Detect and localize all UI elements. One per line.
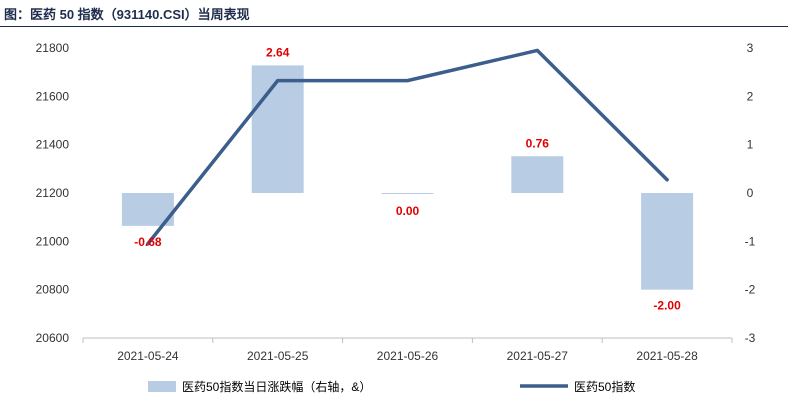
- right-axis-tick-label: -2: [745, 283, 756, 297]
- bar: [511, 156, 564, 193]
- x-axis-tick-label: 2021-05-24: [117, 349, 179, 363]
- x-axis-tick-label: 2021-05-28: [636, 349, 698, 363]
- right-axis-tick-label: 2: [747, 89, 754, 103]
- left-axis-tick-label: 21600: [36, 89, 70, 103]
- right-axis-tick-label: 0: [747, 186, 754, 200]
- x-axis-tick-label: 2021-05-25: [247, 349, 309, 363]
- legend-line-label: 医药50指数: [574, 379, 635, 394]
- right-axis-tick-label: 1: [747, 138, 754, 152]
- right-axis-tick-label: -3: [745, 331, 756, 345]
- line-series: [146, 48, 669, 246]
- legend-bar-swatch: [148, 381, 176, 392]
- axes: 21800 21600 21400 21200 21000 20800 20600 3 2 1 0 -…: [36, 41, 756, 363]
- line-point: [277, 80, 279, 82]
- line-point: [147, 243, 149, 245]
- bar-value-label: -0.68: [134, 235, 162, 249]
- bar-series: [121, 65, 694, 290]
- right-axis-tick-label: -1: [745, 234, 756, 248]
- bar-value-label: -2.00: [653, 299, 681, 313]
- bar-value-label: 0.00: [396, 204, 420, 218]
- legend: 医药50指数当日涨跌幅（右轴，&） 医药50指数: [148, 379, 635, 394]
- left-axis-tick-label: 20800: [36, 283, 70, 297]
- left-axis-tick-label: 20600: [36, 331, 70, 345]
- left-axis-tick-label: 21200: [36, 186, 70, 200]
- title-underline: [0, 26, 788, 27]
- data-labels: -0.68 2.64 0.00 0.76 -2.00: [134, 45, 681, 312]
- left-axis-tick-label: 21000: [36, 234, 70, 248]
- left-axis-tick-label: 21400: [36, 138, 70, 152]
- bar-value-label: 0.76: [526, 136, 550, 150]
- left-axis-tick-label: 21800: [36, 41, 70, 55]
- legend-bar-label: 医药50指数当日涨跌幅（右轴，&）: [182, 379, 371, 394]
- x-axis-tick-label: 2021-05-26: [377, 349, 439, 363]
- right-axis-tick-label: 3: [747, 41, 754, 55]
- bar-value-label: 2.64: [266, 45, 290, 59]
- line-point: [536, 49, 538, 51]
- bar: [641, 193, 694, 290]
- bar: [251, 65, 304, 193]
- line-point: [407, 80, 408, 82]
- line-point: [666, 179, 668, 181]
- chart-title: 图：医药 50 指数（931140.CSI）当周表现: [4, 7, 250, 22]
- x-axis-tick-label: 2021-05-27: [507, 349, 569, 363]
- bar: [381, 193, 434, 194]
